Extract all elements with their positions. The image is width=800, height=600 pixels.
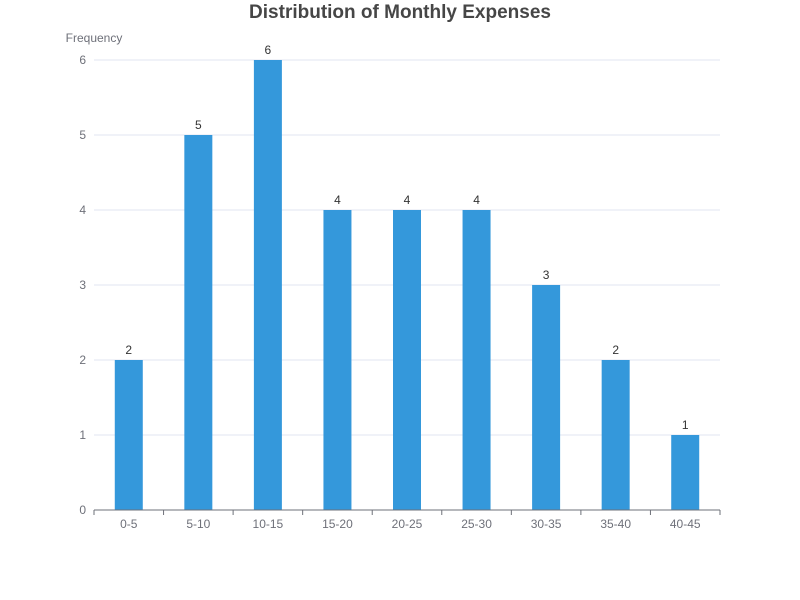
y-tick-label: 6 <box>79 53 86 67</box>
chart-title: Distribution of Monthly Expenses <box>249 2 551 23</box>
bar[interactable] <box>323 210 352 510</box>
bar-value-label: 2 <box>125 343 132 357</box>
x-tick-label: 35-40 <box>600 517 631 531</box>
bars <box>114 60 700 510</box>
y-tick-label: 2 <box>79 353 86 367</box>
bar-value-label: 6 <box>265 43 272 57</box>
y-tick-label: 3 <box>79 278 86 292</box>
bar-value-label: 4 <box>473 193 480 207</box>
bar-value-label: 4 <box>334 193 341 207</box>
data-labels: 2 5 6 4 4 4 3 2 1 <box>125 43 688 432</box>
x-tick-label: 40-45 <box>670 517 701 531</box>
bar[interactable] <box>601 360 630 510</box>
x-tick-label: 10-15 <box>253 517 284 531</box>
x-tick-label: 25-30 <box>461 517 492 531</box>
axes: 0 1 2 3 4 5 6 0-5 5-10 10-15 15-20 20-25 25-30 30-35 3… <box>79 53 721 531</box>
y-tick-label: 1 <box>79 428 86 442</box>
bar[interactable] <box>114 360 143 510</box>
bar-value-label: 2 <box>612 343 619 357</box>
bar[interactable] <box>671 435 700 510</box>
bar[interactable] <box>462 210 491 510</box>
bar-value-label: 4 <box>404 193 411 207</box>
x-tick-label: 5-10 <box>186 517 210 531</box>
bar[interactable] <box>532 285 561 510</box>
bar[interactable] <box>184 135 213 510</box>
y-tick-label: 4 <box>79 203 86 217</box>
bar[interactable] <box>393 210 421 510</box>
x-tick-label: 30-35 <box>531 517 562 531</box>
x-tick-label: 15-20 <box>322 517 353 531</box>
x-tick-label: 0-5 <box>120 517 138 531</box>
bar-value-label: 1 <box>682 418 689 432</box>
y-axis-label: Frequency <box>66 31 123 45</box>
y-tick-label: 0 <box>79 503 86 517</box>
bar-value-label: 3 <box>543 268 550 282</box>
x-tick-label: 20-25 <box>392 517 423 531</box>
y-tick-label: 5 <box>79 128 86 142</box>
bar-value-label: 5 <box>195 118 202 132</box>
bar[interactable] <box>253 60 282 510</box>
